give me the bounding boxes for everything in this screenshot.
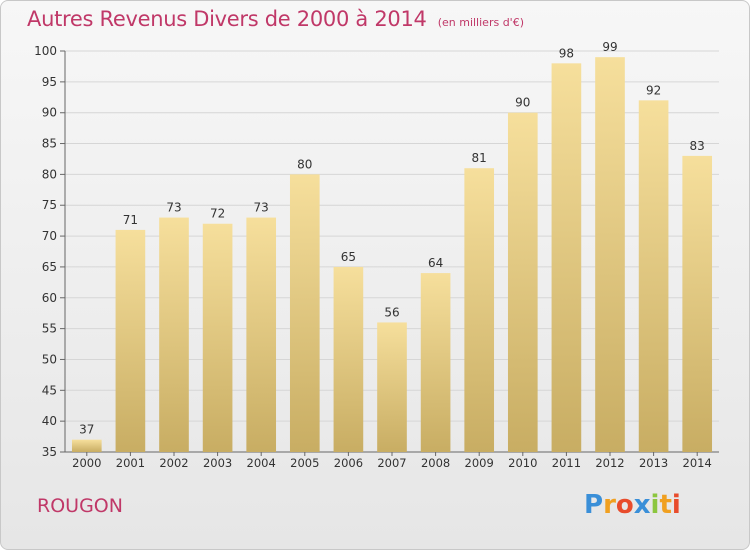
x-tick-label: 2013: [639, 456, 668, 470]
y-tick-label: 75: [42, 198, 57, 212]
bar-value-label: 64: [428, 256, 443, 270]
bar: [71, 439, 102, 452]
bar-value-label: 56: [384, 305, 399, 319]
logo-letter: r: [603, 490, 616, 520]
y-tick-label: 80: [42, 167, 57, 181]
bar: [115, 229, 146, 452]
bar: [595, 57, 625, 453]
x-tick-label: 2006: [334, 456, 363, 470]
y-tick-label: 35: [42, 445, 57, 459]
logo-letter: t: [659, 490, 672, 520]
bar: [420, 273, 451, 452]
bar-value-label: 98: [559, 46, 574, 60]
bar: [638, 100, 669, 452]
chart-title: Autres Revenus Divers de 2000 à 2014: [27, 7, 427, 31]
x-tick-label: 2002: [159, 456, 188, 470]
bar-value-label: 72: [210, 207, 225, 221]
bar: [507, 112, 538, 452]
x-tick-label: 2004: [247, 456, 276, 470]
bar: [159, 217, 189, 452]
x-tick-label: 2012: [595, 456, 624, 470]
bar: [682, 155, 713, 452]
logo-letter: o: [615, 490, 634, 520]
chart-subtitle: (en milliers d'€): [437, 16, 524, 29]
y-tick-label: 55: [42, 322, 57, 336]
place-name: ROUGON: [37, 495, 123, 517]
chart-title-row: Autres Revenus Divers de 2000 à 2014 (en…: [27, 7, 524, 31]
bar-value-label: 80: [297, 157, 312, 171]
bar-value-label: 73: [166, 201, 181, 215]
bar-value-label: 83: [690, 139, 705, 153]
x-tick-label: 2010: [508, 456, 537, 470]
bar-value-label: 71: [123, 213, 138, 227]
y-tick-label: 45: [42, 383, 57, 397]
bar-value-label: 92: [646, 83, 661, 97]
x-tick-label: 2014: [683, 456, 712, 470]
y-tick-label: 95: [42, 75, 57, 89]
y-tick-label: 60: [42, 291, 57, 305]
logo-letter: x: [633, 490, 651, 520]
bar-value-label: 65: [341, 250, 356, 264]
x-tick-label: 2003: [203, 456, 232, 470]
x-tick-label: 2008: [421, 456, 450, 470]
y-tick-label: 65: [42, 260, 57, 274]
bar: [246, 217, 277, 452]
proxiti-logo: Proxiti: [584, 490, 681, 520]
bar: [202, 223, 233, 452]
bar-value-label: 90: [515, 96, 530, 110]
bar-value-label: 73: [254, 201, 269, 215]
bar-value-label: 81: [472, 151, 487, 165]
y-tick-label: 90: [42, 106, 57, 120]
x-tick-label: 2009: [465, 456, 494, 470]
bar: [289, 174, 320, 452]
x-tick-label: 2005: [290, 456, 319, 470]
bar-value-label: 99: [602, 40, 617, 54]
x-tick-label: 2001: [116, 456, 145, 470]
x-tick-label: 2000: [72, 456, 101, 470]
y-tick-label: 50: [42, 352, 57, 366]
x-tick-label: 2007: [377, 456, 406, 470]
x-tick-label: 2011: [552, 456, 581, 470]
y-tick-label: 70: [42, 229, 57, 243]
bar: [464, 168, 495, 452]
bar-value-label: 37: [79, 423, 94, 437]
y-tick-label: 85: [42, 137, 57, 151]
bar: [377, 322, 407, 452]
logo-letter: P: [584, 490, 604, 520]
logo-letter: i: [650, 490, 660, 520]
y-tick-label: 100: [34, 44, 57, 58]
bar: [333, 266, 364, 452]
logo-letter: i: [671, 490, 681, 520]
y-tick-label: 40: [42, 414, 57, 428]
bar: [551, 63, 582, 452]
